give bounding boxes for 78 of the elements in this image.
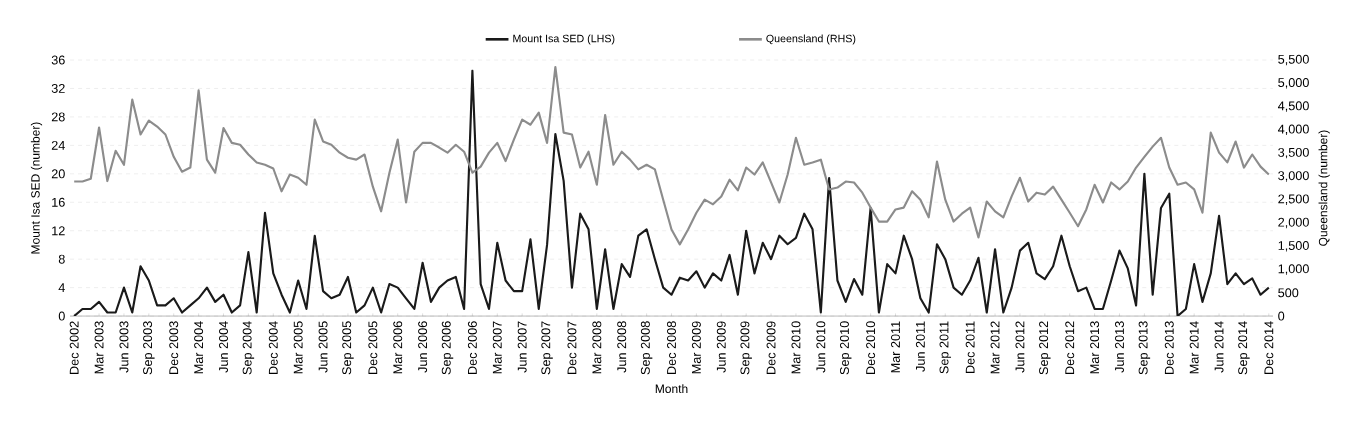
x-tick-label: Sep 2009 xyxy=(740,321,752,375)
x-tick-label: Jun 2006 xyxy=(418,321,428,373)
x-tick-label: Mar 2012 xyxy=(990,321,1000,374)
y2-tick-label: 1,500 xyxy=(1278,241,1309,252)
x-tick-label: Dec 2009 xyxy=(766,321,776,375)
x-tick-label: Dec 2013 xyxy=(1164,321,1174,375)
y2-tick-label: 3,000 xyxy=(1278,171,1309,182)
y-tick-label: 4 xyxy=(58,283,65,293)
x-tick-label: Sep 2008 xyxy=(640,321,653,375)
x-tick-label: Jun 2010 xyxy=(816,321,826,373)
x-tick-label: Dec 2008 xyxy=(667,321,676,375)
x-tick-label: Dec 2002 xyxy=(69,321,79,375)
legend-label: Mount Isa SED (LHS) xyxy=(513,34,615,45)
legend-label: Queensland (RHS) xyxy=(766,34,856,45)
y2-tick-label: 2,500 xyxy=(1278,194,1309,206)
y2-tick-label: 1,000 xyxy=(1278,264,1309,275)
x-tick-label: Mar 2007 xyxy=(492,321,502,374)
y-tick-label: 24 xyxy=(51,141,65,150)
x-tick-label: Jun 2014 xyxy=(1214,321,1224,373)
x-tick-label: Jun 2009 xyxy=(716,321,726,373)
x-tick-label: Dec 2005 xyxy=(368,321,378,375)
line-series xyxy=(73,66,1270,246)
x-tick-label: Mar 2006 xyxy=(393,321,403,374)
y2-tick-label: 4,500 xyxy=(1277,101,1309,112)
x-tick-label: Sep 2014 xyxy=(1238,321,1250,375)
x-tick-label: Jun 2003 xyxy=(119,321,129,373)
x-tick-label: Jun 2011 xyxy=(915,321,925,372)
y-tick-label: 16 xyxy=(52,197,65,207)
y2-tick-label: 5,500 xyxy=(1278,54,1309,66)
x-tick-label: Sep 2005 xyxy=(342,321,354,375)
x-tick-label: Jun 2005 xyxy=(318,321,328,373)
x-tick-label: Sep 2003 xyxy=(143,321,155,375)
x-tick-label: Jun 2007 xyxy=(517,321,527,373)
x-tick-label: Dec 2007 xyxy=(567,321,577,375)
y2-tick-label: 0 xyxy=(1278,311,1285,321)
y2-axis-title: Queensland (number) xyxy=(1318,130,1330,246)
x-tick-label: Sep 2011 xyxy=(939,321,952,374)
x-tick-label: Dec 2010 xyxy=(866,321,876,375)
x-tick-label: Mar 2004 xyxy=(194,321,204,374)
x-tick-label: Jun 2012 xyxy=(1015,321,1025,373)
y-tick-label: 28 xyxy=(51,112,65,122)
x-tick-label: Mar 2014 xyxy=(1189,321,1199,374)
x-tick-label: Mar 2003 xyxy=(94,321,104,374)
x-tick-label: Sep 2006 xyxy=(441,321,454,375)
x-tick-label: Mar 2013 xyxy=(1090,321,1100,374)
x-tick-label: Sep 2007 xyxy=(541,321,553,375)
x-axis-title: Month xyxy=(655,384,688,394)
line-series xyxy=(73,69,1270,317)
x-tick-label: Sep 2013 xyxy=(1138,321,1151,375)
y2-tick-label: 2,000 xyxy=(1278,217,1309,229)
x-tick-label: Dec 2004 xyxy=(268,321,278,375)
x-tick-label: Jun 2004 xyxy=(219,321,228,373)
x-tick-label: Mar 2008 xyxy=(592,321,602,374)
x-tick-label: Dec 2003 xyxy=(169,321,179,375)
x-tick-label: Dec 2012 xyxy=(1065,321,1075,375)
x-tick-label: Dec 2006 xyxy=(467,321,477,375)
y2-tick-label: 500 xyxy=(1278,288,1299,298)
y-tick-label: 32 xyxy=(51,84,65,94)
x-tick-label: Mar 2011 xyxy=(891,321,900,373)
y-tick-label: 0 xyxy=(58,311,65,321)
x-tick-label: Mar 2005 xyxy=(293,321,303,374)
y2-tick-label: 3,500 xyxy=(1278,148,1309,159)
x-tick-label: Jun 2008 xyxy=(617,321,627,373)
x-tick-label: Sep 2010 xyxy=(839,321,852,375)
x-tick-label: Sep 2012 xyxy=(1039,321,1051,375)
y2-tick-label: 4,000 xyxy=(1277,124,1309,136)
x-tick-label: Sep 2004 xyxy=(242,321,255,375)
y2-tick-label: 5,000 xyxy=(1278,78,1309,89)
x-tick-label: Dec 2011 xyxy=(965,321,975,374)
x-tick-label: Dec 2014 xyxy=(1264,321,1274,375)
y-tick-label: 20 xyxy=(51,169,65,179)
x-tick-label: Jun 2013 xyxy=(1115,321,1124,373)
x-tick-label: Mar 2009 xyxy=(691,321,701,374)
y-tick-label: 12 xyxy=(52,226,65,236)
y-axis-title: Mount Isa SED (number) xyxy=(30,122,43,254)
x-tick-label: Mar 2010 xyxy=(791,321,801,374)
y-tick-label: 8 xyxy=(58,254,65,264)
y-tick-label: 36 xyxy=(51,55,65,65)
